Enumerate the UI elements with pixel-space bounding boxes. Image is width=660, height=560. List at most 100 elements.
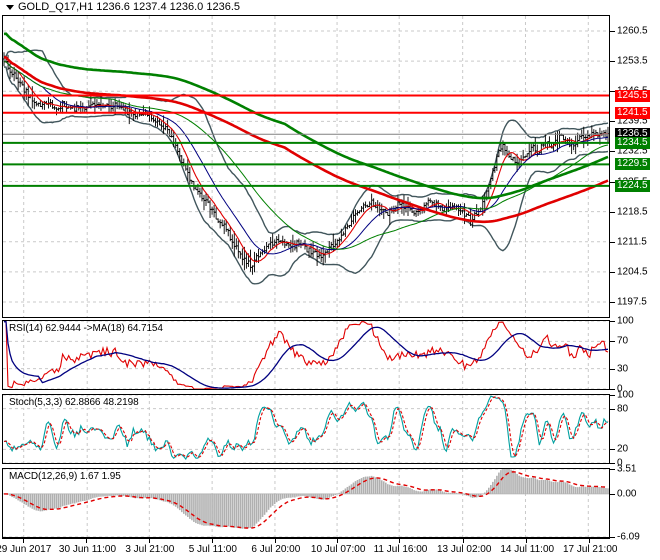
time-tick-label: 13 Jul 02:00: [436, 544, 492, 555]
time-tick: [337, 538, 339, 543]
price-tick: [610, 271, 615, 273]
ma-fast-red: [3, 61, 609, 262]
time-tick: [589, 538, 591, 543]
symbol-info-bar: GOLD_Q17,H1 1236.6 1237.4 1236.0 1236.5: [2, 1, 610, 15]
time-tick-label: 29 Jun 2017: [0, 544, 52, 555]
macd-axis: 3.51 0.00 -6.09: [610, 464, 660, 543]
price-tick: [610, 61, 615, 63]
macd-histogram: [5, 469, 609, 529]
bollinger-lower: [3, 66, 609, 285]
value-tick: [610, 321, 615, 322]
time-axis[interactable]: 29 Jun 2017 30 Jun 11:00 3 Jul 21:00 5 Jul …: [0, 538, 617, 560]
time-tick: [463, 538, 465, 543]
price-tag-resistance[interactable]: 1245.5: [615, 89, 650, 102]
time-tick-label: 3 Jul 21:00: [125, 544, 175, 555]
price-chart-panel[interactable]: [2, 15, 610, 318]
macd-plot: [3, 469, 609, 537]
price-tick-label: 1197.5: [617, 296, 647, 308]
time-tick: [399, 538, 401, 543]
price-tick: [610, 301, 615, 303]
price-tick: [610, 241, 615, 243]
value-tick: [610, 395, 615, 396]
macd-panel[interactable]: MACD(12,26,9) 1.67 1.95: [2, 468, 610, 538]
price-tick-label: 1204.5: [617, 266, 648, 278]
price-tag-resistance[interactable]: 1241.5: [615, 106, 650, 119]
time-tick-label: 6 Jul 20:00: [251, 544, 301, 555]
value-tick: [610, 341, 615, 343]
time-tick: [22, 538, 24, 543]
symbol-info-text: GOLD_Q17,H1 1236.6 1237.4 1236.0 1236.5: [18, 1, 241, 13]
time-tick: [148, 538, 150, 543]
value-tick: [610, 463, 615, 464]
value-tick-label: -6.09: [617, 531, 640, 543]
value-tick: [610, 493, 615, 495]
value-tick: [610, 408, 615, 410]
ma-slow-green: [3, 32, 609, 200]
price-tick: [610, 31, 615, 33]
rsi-axis: 100 70 30 0: [610, 316, 660, 395]
price-tick-label: 1211.5: [617, 236, 647, 248]
time-tick-label: 17 Jul 21:00: [562, 544, 618, 555]
price-plot: [3, 16, 609, 317]
rsi-plot: [3, 321, 609, 389]
value-tick: [610, 469, 615, 470]
time-tick: [86, 538, 88, 543]
rsi-line: [4, 321, 609, 389]
ma-slow-red: [3, 56, 609, 224]
value-tick-label: 30: [617, 363, 629, 375]
value-tick-label: 0: [617, 457, 623, 469]
rsi-ma-line: [4, 321, 609, 389]
price-tag-support[interactable]: 1229.5: [615, 158, 650, 171]
bollinger-upper: [3, 49, 609, 236]
price-tick-label: 1239.5: [617, 115, 648, 127]
stochastic-axis: 100 80 20 0: [610, 390, 660, 469]
time-tick-label: 10 Jul 07:00: [310, 544, 366, 555]
stoch-k-line: [3, 395, 609, 461]
time-tick-label: 14 Jul 11:00: [500, 544, 555, 555]
value-tick: [610, 389, 615, 390]
time-tick-label: 5 Jul 11:00: [188, 544, 237, 555]
price-tag-support[interactable]: 1224.5: [615, 179, 650, 192]
value-tick-label: 100: [617, 389, 634, 401]
price-tick: [610, 151, 615, 153]
value-tick-label: 3.51: [617, 463, 637, 475]
price-tick-label: 1218.5: [617, 206, 648, 218]
price-tick-label: 1253.5: [617, 55, 648, 67]
value-tick: [610, 449, 615, 451]
price-tick-label: 1260.5: [617, 25, 648, 37]
ma-thin-green: [3, 61, 609, 250]
macd-label: MACD(12,26,9) 1.67 1.95: [8, 471, 122, 482]
rsi-label: RSI(14) 62.9444 ->MA(18) 64.7154: [8, 323, 164, 334]
stochastic-panel[interactable]: Stoch(5,3,3) 62.8866 48.2198: [2, 394, 610, 464]
price-tick: [610, 121, 615, 123]
value-tick-label: 100: [617, 315, 634, 327]
candlestick-series: [3, 52, 609, 275]
macd-signal-line: [4, 471, 609, 529]
value-tick-label: 70: [617, 335, 629, 347]
value-tick-label: 0.00: [617, 488, 637, 500]
time-axis-line: [2, 538, 610, 539]
time-tick-label: 11 Jul 16:00: [373, 544, 428, 555]
stoch-d-line: [3, 396, 609, 459]
price-tick: [610, 211, 615, 213]
ma-blue: [3, 61, 609, 255]
stochastic-plot: [3, 395, 609, 463]
price-tick: [610, 91, 615, 93]
price-tick: [610, 181, 615, 183]
time-tick: [526, 538, 528, 543]
price-axis[interactable]: 1260.51253.51246.51239.51232.51225.51218…: [610, 15, 660, 318]
stochastic-label: Stoch(5,3,3) 62.8866 48.2198: [8, 397, 140, 408]
rsi-panel[interactable]: RSI(14) 62.9444 ->MA(18) 64.7154: [2, 320, 610, 390]
value-tick-label: 80: [617, 403, 629, 415]
value-tick: [610, 537, 615, 538]
time-tick: [274, 538, 276, 543]
price-tag-support[interactable]: 1234.5: [615, 136, 650, 149]
time-tick-label: 30 Jun 11:00: [58, 544, 117, 555]
value-tick-label: 20: [617, 443, 629, 455]
value-tick-label: 0: [617, 383, 623, 395]
time-tick: [211, 538, 213, 543]
value-tick: [610, 368, 615, 370]
triangle-down-icon[interactable]: [6, 5, 14, 10]
price-tick-label: 1232.5: [617, 145, 648, 157]
